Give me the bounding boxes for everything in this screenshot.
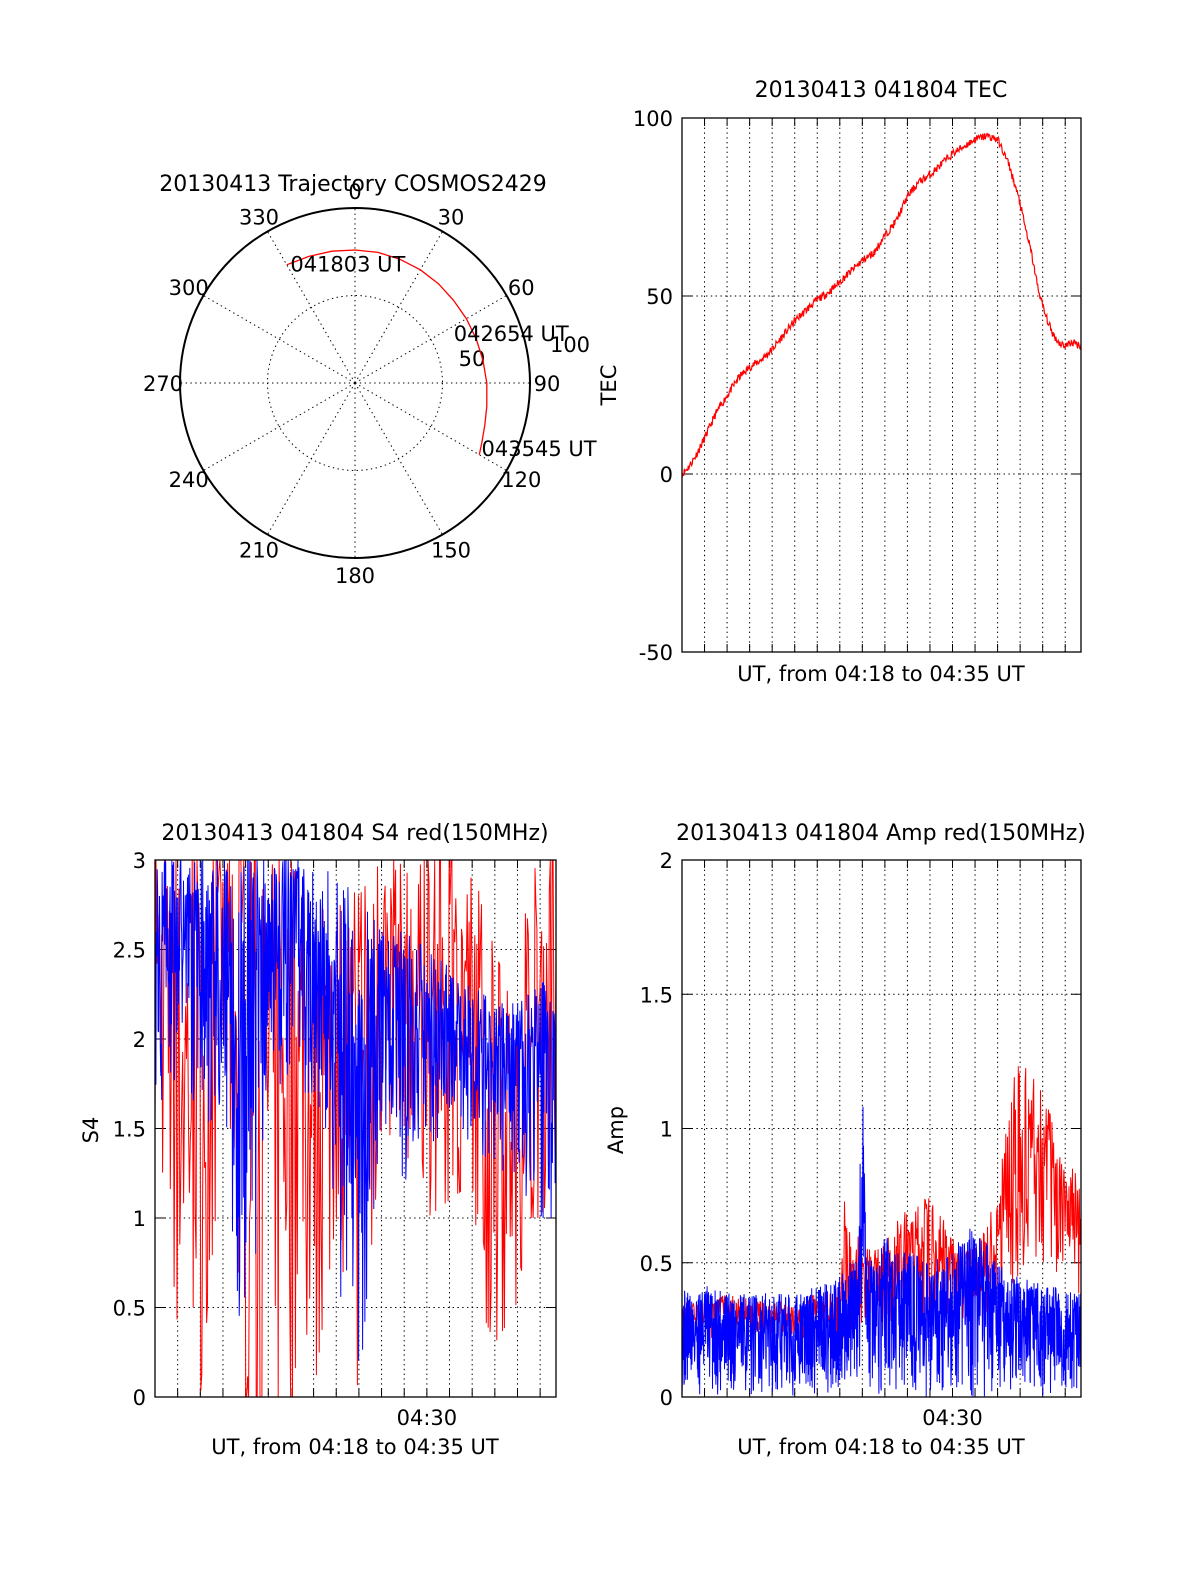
s4-ytick-label: 2 (133, 1028, 146, 1052)
polar-title: 20130413 Trajectory COSMOS2429 (159, 172, 546, 197)
polar-azimuth-label: 270 (143, 372, 183, 396)
tec-frame (681, 117, 1082, 653)
polar-time-annotation: 041803 UT (290, 252, 405, 276)
amp-ytick-label: 0 (660, 1386, 673, 1410)
tec-title: 20130413 041804 TEC (755, 78, 1008, 103)
amp-ytick-label: 1 (660, 1118, 673, 1142)
amp-title: 20130413 041804 Amp red(150MHz) (676, 821, 1086, 846)
s4-ytick-label: 1 (133, 1207, 146, 1231)
polar-azimuth-label: 0 (348, 180, 361, 204)
amp-chart: 20130413 041804 Amp red(150MHz) UT, from… (604, 821, 1086, 1459)
polar-spoke (203, 382, 356, 471)
s4-xlabel: UT, from 04:18 to 04:35 UT (211, 1435, 499, 1459)
amp-ytick-label: 0.5 (640, 1252, 673, 1276)
s4-ylabel: S4 (79, 1117, 103, 1144)
amp-xtick-label: 04:30 (922, 1406, 983, 1430)
amp-blue-series (682, 1106, 1081, 1397)
polar-trajectory-line (286, 249, 488, 455)
tec-ylabel: TEC (597, 365, 621, 407)
s4-ytick-label: 3 (133, 849, 146, 873)
polar-azimuth-label: 330 (239, 206, 279, 230)
polar-spoke (354, 295, 507, 384)
polar-outer-ring (179, 207, 531, 559)
polar-spoke (267, 231, 356, 384)
amp-ylabel: Amp (604, 1106, 628, 1154)
polar-azimuth-label: 180 (335, 564, 375, 588)
amp-ytick-label: 1.5 (640, 983, 673, 1007)
polar-spoke (354, 231, 443, 384)
polar-azimuth-label: 60 (508, 276, 535, 300)
s4-blue-series (155, 860, 556, 1361)
s4-ytick-label: 1.5 (113, 1118, 146, 1142)
polar-spoke (354, 382, 507, 471)
amp-xlabel: UT, from 04:18 to 04:35 UT (737, 1435, 1025, 1459)
tec-chart: 20130413 041804 TEC UT, from 04:18 to 04… (597, 78, 1082, 686)
polar-time-annotation: 043545 UT (482, 437, 597, 461)
s4-plot-area (155, 860, 556, 1397)
s4-ytick-label: 0 (133, 1386, 146, 1410)
polar-azimuth-label: 30 (438, 206, 465, 230)
s4-xtick-label: 04:30 (397, 1406, 458, 1430)
tec-ytick-label: 0 (660, 463, 673, 487)
polar-azimuth-label: 150 (431, 538, 471, 562)
polar-spoke (354, 382, 443, 535)
amp-ytick-label: 2 (660, 849, 673, 873)
polar-time-annotation: 042654 UT (454, 322, 569, 346)
polar-azimuth-label: 240 (169, 468, 209, 492)
polar-azimuth-label: 120 (501, 468, 541, 492)
amp-plot-area (682, 1066, 1081, 1397)
polar-spoke (203, 295, 356, 384)
polar-radius-label: 50 (459, 347, 486, 371)
tec-series-line (681, 132, 1082, 478)
polar-radius-label: 100 (550, 333, 590, 357)
s4-chart: 20130413 041804 S4 red(150MHz) UT, from … (79, 821, 557, 1459)
tec-ytick-label: 100 (633, 107, 673, 131)
amp-frame (681, 859, 1082, 1398)
s4-ytick-label: 2.5 (113, 939, 146, 963)
polar-spoke (267, 382, 356, 535)
polar-trajectory-chart: 20130413 Trajectory COSMOS2429 0 30 60 90 12… (143, 172, 597, 588)
s4-frame (154, 859, 557, 1398)
tec-ytick-label: -50 (639, 641, 673, 665)
polar-azimuth-label: 90 (534, 372, 561, 396)
polar-azimuth-label: 210 (239, 538, 279, 562)
tec-ytick-label: 50 (646, 285, 673, 309)
tec-xlabel: UT, from 04:18 to 04:35 UT (737, 662, 1025, 686)
s4-title: 20130413 041804 S4 red(150MHz) (161, 821, 548, 846)
polar-azimuth-label: 300 (169, 276, 209, 300)
s4-ytick-label: 0.5 (113, 1297, 146, 1321)
